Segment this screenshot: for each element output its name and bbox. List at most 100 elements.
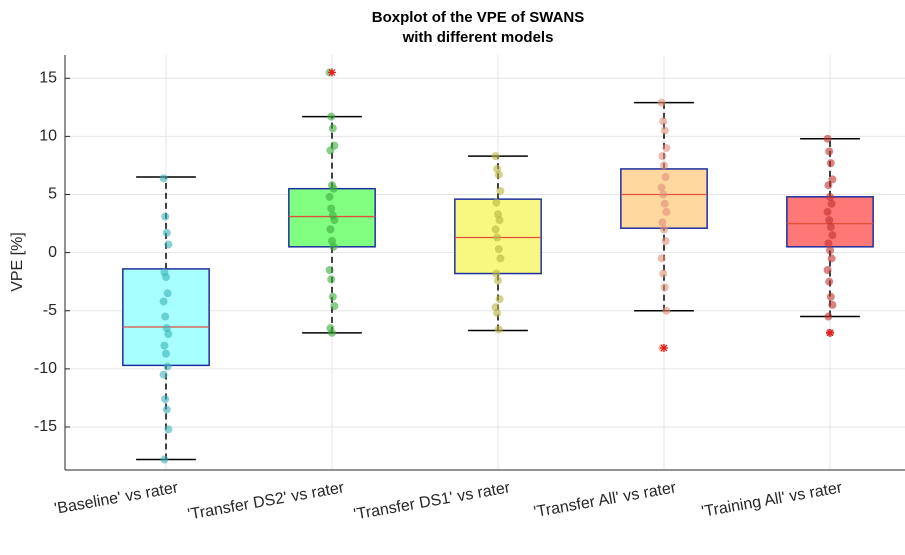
data-point (328, 124, 337, 133)
data-point (826, 246, 834, 255)
data-point (824, 181, 833, 190)
data-point (493, 233, 502, 242)
data-point (661, 236, 670, 245)
data-point (162, 273, 170, 282)
data-point (492, 198, 501, 207)
data-point (159, 370, 168, 379)
data-point (494, 245, 503, 254)
data-point (825, 147, 834, 156)
x-tick-label: 'Transfer DS1' vs rater (352, 479, 512, 523)
y-axis-label: VPE [%] (9, 232, 26, 292)
data-point (660, 161, 668, 170)
data-point (162, 349, 170, 358)
data-point (325, 266, 334, 275)
data-point (160, 341, 169, 350)
data-point (827, 254, 836, 263)
data-point (164, 329, 173, 338)
data-point (826, 192, 834, 201)
data-point (161, 312, 170, 321)
data-point (162, 228, 171, 237)
y-tick-label: -15 (34, 418, 57, 435)
data-point (330, 216, 339, 225)
chart-title: Boxplot of the VPE of SWANS (372, 9, 585, 26)
data-point (164, 425, 173, 434)
data-point (823, 266, 832, 275)
data-point (494, 276, 502, 285)
data-point (161, 395, 170, 404)
outlier (660, 343, 668, 352)
data-point (659, 117, 668, 126)
data-point (659, 269, 668, 278)
data-point (658, 152, 667, 161)
data-point (161, 212, 170, 221)
data-point (159, 174, 168, 183)
data-point (660, 225, 668, 234)
data-point (825, 277, 834, 286)
data-point (326, 146, 335, 155)
data-point (495, 295, 504, 304)
data-point (657, 254, 666, 263)
data-point (160, 455, 169, 464)
data-point (325, 192, 334, 201)
y-tick-label: 0 (48, 244, 57, 261)
data-point (496, 254, 505, 263)
x-tick-label: 'Baseline' vs rater (53, 479, 180, 518)
data-point (492, 269, 501, 278)
x-tick-label: 'Transfer DS2' vs rater (186, 479, 346, 523)
data-point (494, 325, 503, 334)
data-point (162, 405, 171, 414)
y-tick-label: 5 (48, 186, 57, 203)
data-point (328, 328, 336, 337)
data-point (494, 170, 503, 179)
data-point (496, 187, 505, 196)
data-point (327, 204, 336, 213)
data-point (660, 283, 669, 292)
x-tick-label: 'Transfer All' vs rater (532, 479, 678, 521)
data-point (823, 207, 832, 216)
data-point (163, 362, 172, 371)
data-point (826, 223, 835, 232)
data-point (824, 239, 833, 248)
data-point (662, 306, 671, 315)
outlier (826, 328, 834, 337)
data-point (491, 152, 500, 161)
data-point (662, 207, 671, 216)
data-point (328, 292, 337, 301)
data-point (662, 143, 671, 152)
data-point (826, 159, 835, 168)
chart-title: with different models (402, 29, 554, 46)
y-tick-label: 10 (39, 128, 57, 145)
data-point (327, 275, 336, 284)
data-point (329, 242, 338, 251)
y-tick-label: 15 (39, 69, 57, 86)
x-tick-label: 'Training All' vs rater (700, 479, 844, 521)
data-point (658, 218, 667, 227)
y-tick-label: -5 (43, 302, 57, 319)
data-point (495, 216, 504, 225)
data-point (164, 240, 173, 249)
data-point (824, 312, 833, 321)
data-point (330, 302, 339, 311)
data-point (828, 231, 837, 240)
outlier (328, 68, 336, 77)
data-point (493, 309, 502, 318)
data-point (660, 126, 669, 135)
data-point (826, 292, 835, 301)
data-point (657, 98, 666, 107)
y-tick-label: -10 (34, 360, 57, 377)
data-point (329, 184, 338, 193)
data-point (825, 216, 834, 225)
data-point (659, 190, 668, 199)
data-point (327, 112, 336, 121)
data-point (828, 300, 837, 309)
data-point (828, 175, 837, 184)
data-point (491, 225, 500, 234)
data-point (326, 225, 335, 234)
data-point (823, 134, 832, 143)
data-point (657, 183, 666, 192)
data-point (661, 173, 670, 182)
data-point (163, 289, 172, 298)
data-point (660, 199, 669, 208)
data-point (827, 199, 836, 208)
